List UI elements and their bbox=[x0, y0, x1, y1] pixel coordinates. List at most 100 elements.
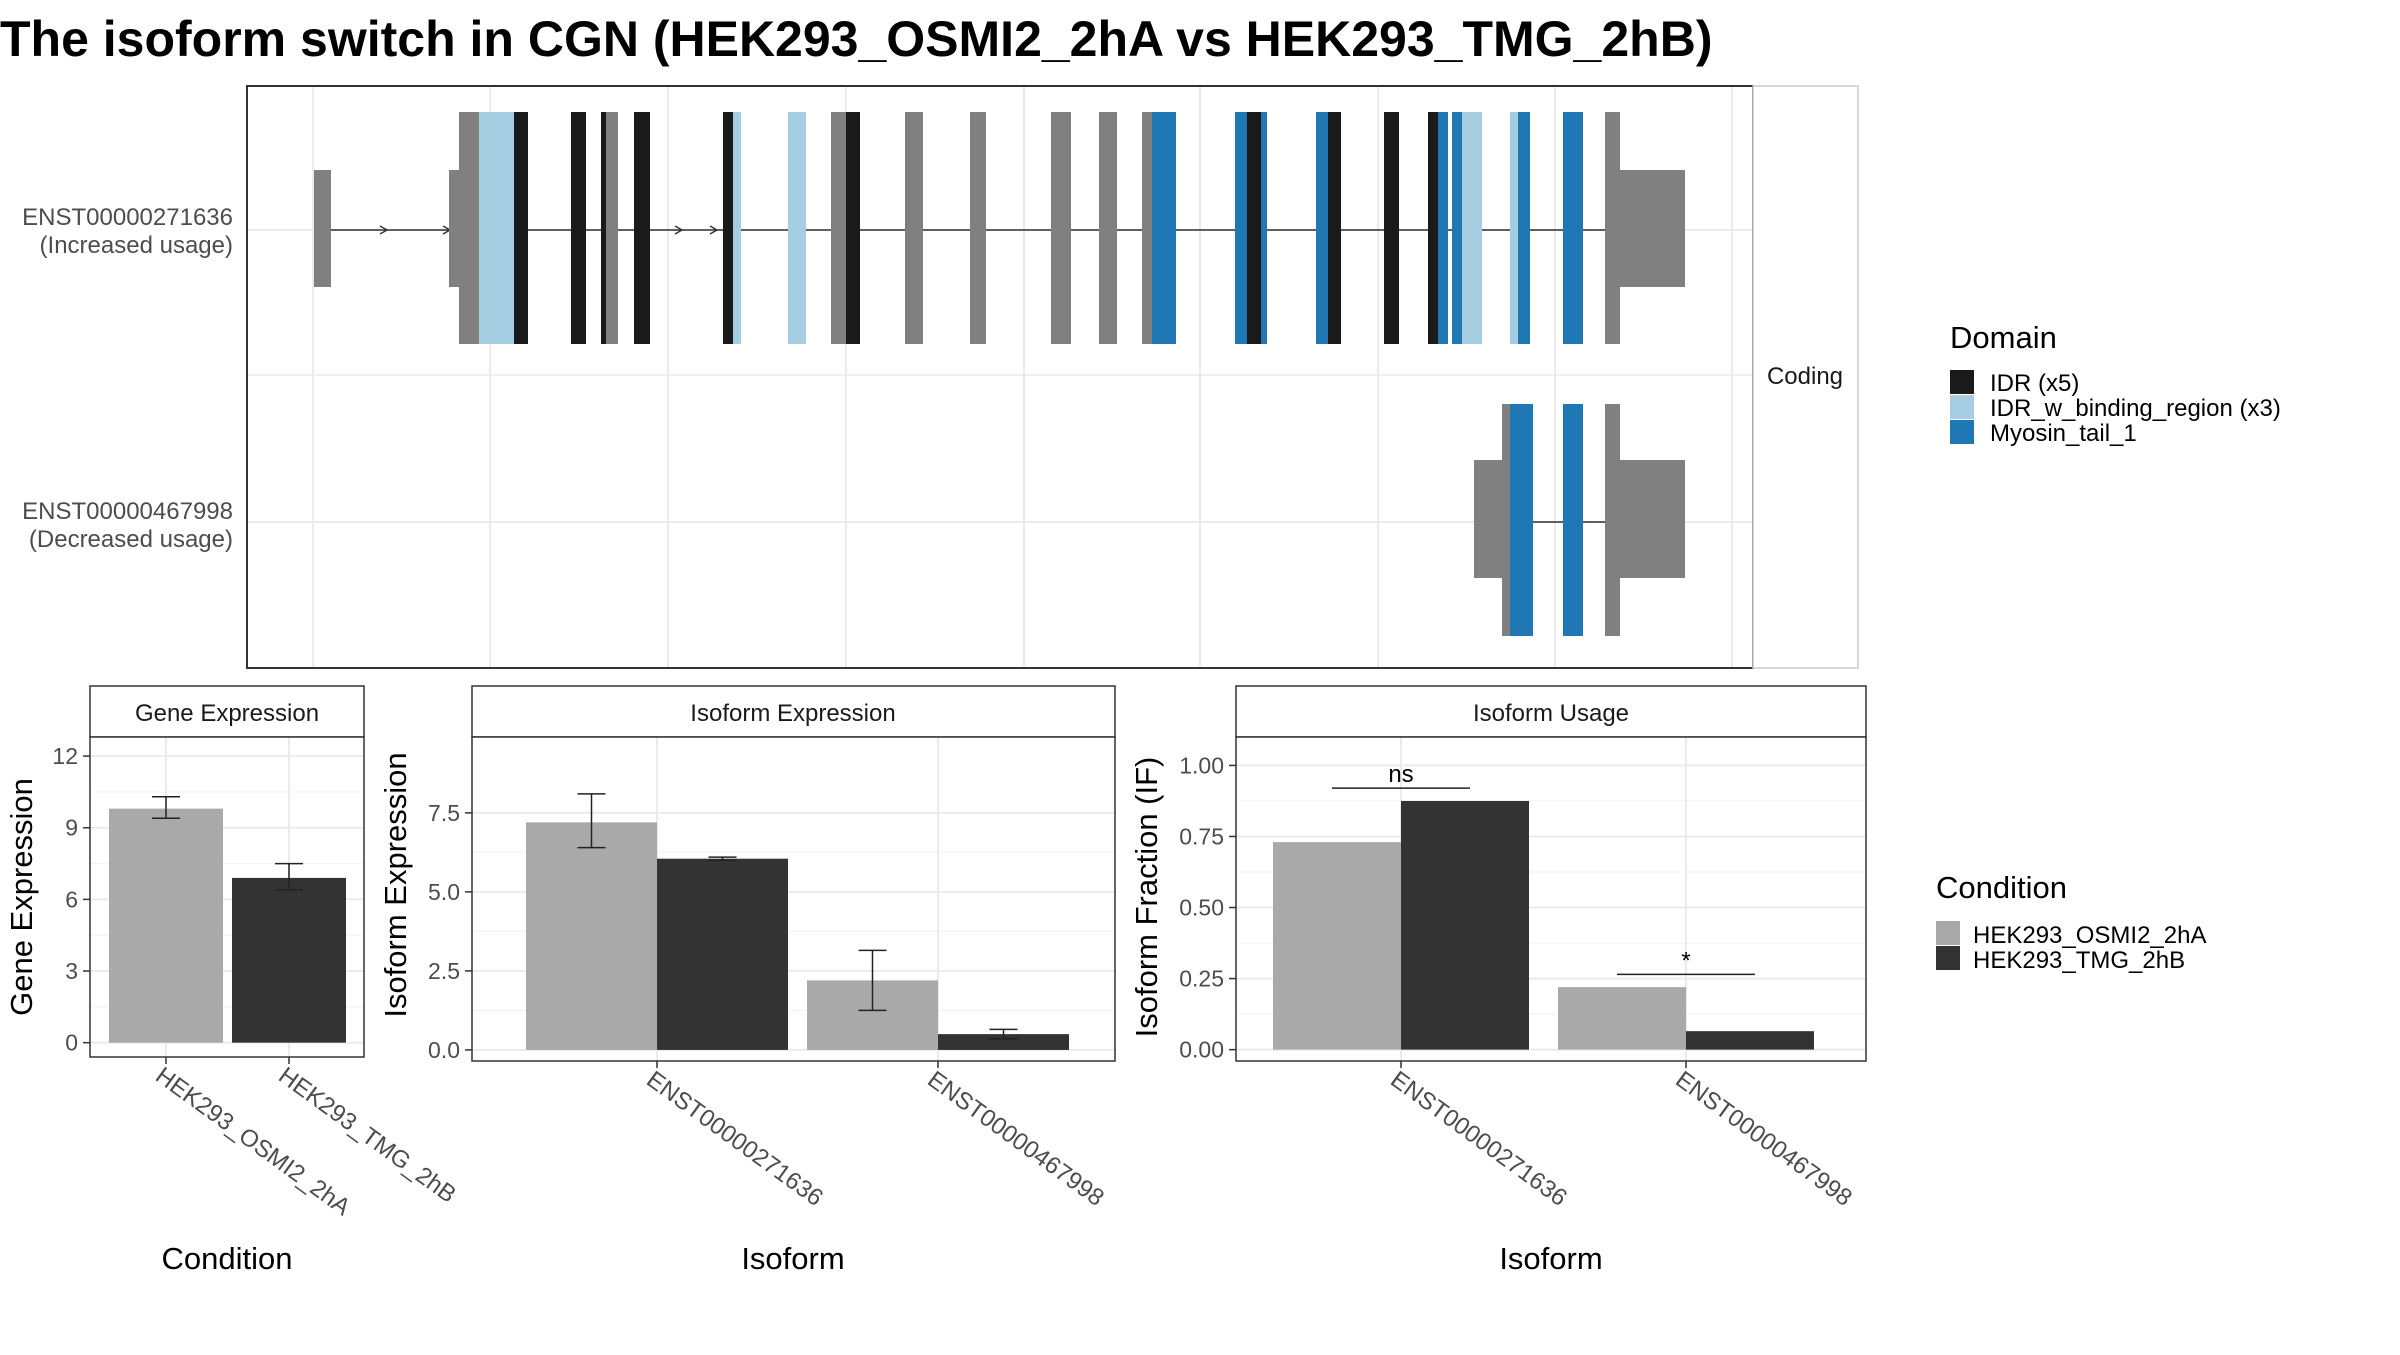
gene-expression-y-axis-title: Gene Expression bbox=[4, 778, 39, 1016]
tx2-exon-3 bbox=[1605, 404, 1620, 636]
isoform-expression-y-axis: 0.0 2.5 5.0 7.5 bbox=[428, 800, 472, 1063]
tx1-exon-7 bbox=[723, 112, 733, 344]
gene-expression-x-axis-title: Condition bbox=[162, 1241, 293, 1276]
p2-bar-s1-c0 bbox=[1401, 800, 1529, 1050]
p2-y-tick-label-4: 1.00 bbox=[1179, 752, 1224, 778]
p2-significance-label-0: ns bbox=[1388, 761, 1413, 788]
isoform-usage-strip bbox=[1235, 685, 1867, 738]
isoform-expression-strip bbox=[471, 685, 1116, 738]
tx1-direction-arrow-0 bbox=[379, 225, 389, 235]
isoform-usage-panel-border bbox=[1235, 736, 1867, 1062]
tx1-exon-24 bbox=[1428, 112, 1438, 344]
tx1-exon-15 bbox=[1099, 112, 1117, 344]
gene-expression-marks bbox=[109, 795, 346, 1043]
p0-y-tick-label-3: 9 bbox=[65, 815, 78, 841]
isoform-sublabel-1: (Increased usage) bbox=[40, 232, 233, 259]
structure-strip bbox=[1752, 85, 1859, 669]
gene-expression-panel-border bbox=[89, 736, 365, 1058]
domain-legend: Domain IDR (x5) IDR_w_binding_region (x3… bbox=[1950, 320, 2281, 447]
domain-legend-swatch-idr bbox=[1950, 370, 1974, 394]
tx1-exon-4 bbox=[601, 112, 606, 344]
condition-legend-swatch-osmi2 bbox=[1936, 921, 1960, 945]
tx1-exon-26 bbox=[1452, 112, 1462, 344]
tx1-exon-22 bbox=[1328, 112, 1341, 344]
p2-x-tick-label-0: ENST00000271636 bbox=[1385, 1066, 1571, 1212]
p2-x-tick-label-1: ENST00000467998 bbox=[1670, 1066, 1856, 1212]
tx1-direction-arrow-3 bbox=[709, 225, 719, 235]
tx1-exon-25 bbox=[1438, 112, 1448, 344]
tx1-exon-21 bbox=[1316, 112, 1328, 344]
tx1-exon-14 bbox=[1051, 112, 1071, 344]
isoform-sublabel-2: (Decreased usage) bbox=[29, 526, 233, 553]
p0-y-tick-label-4: 12 bbox=[52, 743, 78, 769]
p1-y-tick-label-2: 5.0 bbox=[428, 879, 460, 905]
isoform-expression-y-axis-title: Isoform Expression bbox=[378, 752, 413, 1017]
tx1-exon-30 bbox=[1563, 112, 1583, 344]
p2-bar-s0-c1 bbox=[1558, 987, 1686, 1050]
domain-legend-label-myosin: Myosin_tail_1 bbox=[1990, 420, 2137, 447]
isoform-usage-x-axis-title: Isoform bbox=[1499, 1241, 1602, 1276]
p2-y-tick-label-2: 0.50 bbox=[1179, 895, 1224, 921]
isoform-expression-marks bbox=[526, 793, 1069, 1050]
tx1-exon-28 bbox=[1510, 112, 1518, 344]
p1-y-tick-label-3: 7.5 bbox=[428, 800, 460, 826]
gene-expression-strip bbox=[89, 685, 365, 738]
domain-legend-label-idr: IDR (x5) bbox=[1990, 370, 2079, 397]
p1-bar-s0-c0 bbox=[526, 822, 657, 1050]
isoform-label-1: ENST00000271636 bbox=[22, 204, 233, 231]
isoform-expression-panel-border bbox=[471, 736, 1116, 1062]
domain-legend-label-idr-binding: IDR_w_binding_region (x3) bbox=[1990, 395, 2281, 422]
p0-y-tick-label-0: 0 bbox=[65, 1030, 78, 1056]
p0-errorbar-0 bbox=[152, 795, 180, 819]
isoform-usage-y-axis-title: Isoform Fraction (IF) bbox=[1129, 757, 1164, 1038]
tx1-exon-29 bbox=[1518, 112, 1530, 344]
p1-errorbar-s0-c0 bbox=[577, 793, 606, 849]
isoform-expression-panel: Isoform Expression 0.0 2.5 5.0 7.5 ENST0000… bbox=[378, 685, 1116, 1276]
p0-errorbar-1 bbox=[275, 862, 303, 891]
tx1-exon-0 bbox=[459, 112, 479, 344]
tx2-exon-1 bbox=[1510, 404, 1533, 636]
tx1-exon-13 bbox=[970, 112, 986, 344]
tx2-utr-3prime bbox=[1620, 460, 1685, 578]
isoform-usage-y-axis: 0.00 0.25 0.50 0.75 1.00 bbox=[1179, 752, 1236, 1063]
domain-legend-swatch-idr-binding bbox=[1950, 395, 1974, 419]
p0-bar-0 bbox=[109, 808, 223, 1043]
p1-bar-s1-c0 bbox=[657, 858, 788, 1050]
p2-bar-s1-c1 bbox=[1686, 1031, 1814, 1050]
tx1-exon-31 bbox=[1605, 112, 1620, 344]
tx1-exon-1 bbox=[479, 112, 514, 344]
p0-bar-1 bbox=[232, 877, 346, 1043]
p2-y-tick-label-1: 0.25 bbox=[1179, 966, 1224, 992]
p1-y-tick-label-1: 2.5 bbox=[428, 958, 460, 984]
isoform-expression-strip-title: Isoform Expression bbox=[690, 700, 895, 727]
tx1-exon-18 bbox=[1235, 112, 1247, 344]
condition-legend-label-tmg: HEK293_TMG_2hB bbox=[1973, 947, 2185, 974]
tx1-exon-5 bbox=[606, 112, 618, 344]
tx1-direction-arrow-2 bbox=[674, 225, 684, 235]
tx1-exon-9 bbox=[788, 112, 806, 344]
tx1-exon-10 bbox=[831, 112, 846, 344]
isoform-usage-panel: Isoform Usage ns * 0.00 0.25 0.50 0.75 1.00 E… bbox=[1129, 685, 1867, 1276]
tx2-exon-0 bbox=[1502, 404, 1510, 636]
tx1-exon-2 bbox=[514, 112, 528, 344]
p2-y-tick-label-3: 0.75 bbox=[1179, 823, 1224, 849]
isoform-structure-ENST00000467998 bbox=[1474, 404, 1685, 636]
tx1-exon-3 bbox=[571, 112, 586, 344]
tx1-exon-8 bbox=[733, 112, 741, 344]
tx2-exon-2 bbox=[1563, 404, 1583, 636]
isoform-usage-x-axis: ENST00000271636 ENST00000467998 bbox=[1385, 1061, 1857, 1212]
condition-legend-title: Condition bbox=[1936, 870, 2067, 905]
gene-expression-strip-title: Gene Expression bbox=[135, 700, 319, 727]
structure-strip-label: Coding bbox=[1767, 363, 1843, 390]
condition-legend-label-osmi2: HEK293_OSMI2_2hA bbox=[1973, 922, 2206, 949]
domain-legend-title: Domain bbox=[1950, 320, 2057, 355]
tx1-exon-11 bbox=[846, 112, 860, 344]
isoform-structure-ENST00000271636 bbox=[314, 112, 1685, 344]
p1-bar-s1-c1 bbox=[938, 1034, 1069, 1050]
tx1-exon-12 bbox=[905, 112, 923, 344]
isoform-expression-x-axis-title: Isoform bbox=[741, 1241, 844, 1276]
p1-errorbar-s1-c0 bbox=[708, 856, 737, 862]
